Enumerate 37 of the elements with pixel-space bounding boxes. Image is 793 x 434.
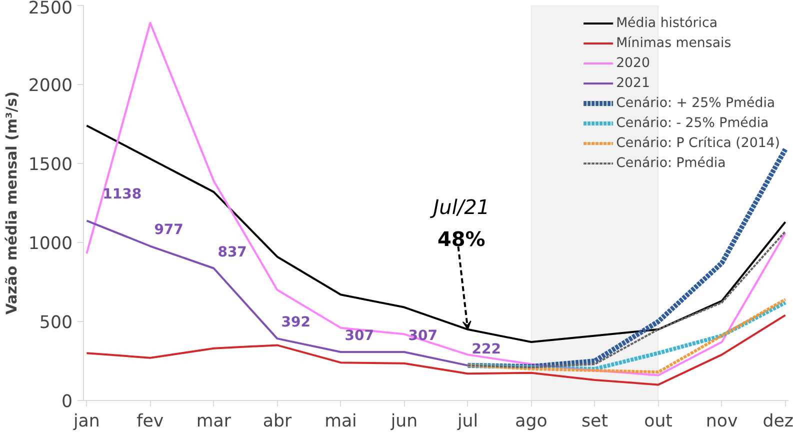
legend-label: Mínimas mensais [616, 36, 732, 50]
x-tick-label: mai [324, 412, 357, 432]
legend-label: Cenário: Pmédia [616, 156, 726, 170]
y-axis-title: Vazão média mensal (m³/s) [3, 91, 20, 315]
data-label: 392 [281, 314, 310, 331]
legend-label: 2021 [616, 76, 650, 90]
x-tick-label: jul [456, 412, 478, 432]
x-tick-label: nov [706, 412, 738, 432]
data-label: 977 [154, 222, 184, 238]
y-tick-label: 1000 [28, 234, 73, 254]
y-tick-label: 0 [61, 392, 73, 412]
x-tick-label: ago [515, 412, 548, 432]
legend-label: Cenário: + 25% Pmédia [616, 96, 776, 110]
y-tick-label: 2000 [28, 76, 73, 96]
legend-label: 2020 [616, 56, 650, 70]
x-tick-label: abr [262, 412, 292, 432]
data-label: 222 [472, 341, 501, 358]
data-label: 837 [218, 244, 247, 260]
x-tick-label: jun [390, 412, 418, 432]
x-tick-label: out [644, 412, 673, 432]
y-tick-label: 2500 [28, 0, 73, 18]
y-tick-label: 1500 [28, 155, 73, 175]
y-tick-label: 500 [39, 313, 73, 333]
x-tick-label: set [582, 412, 608, 432]
legend-label: Cenário: P Crítica (2014) [616, 136, 780, 150]
x-tick-label: fev [136, 412, 164, 432]
annotation: 48% [437, 226, 486, 251]
data-label: 307 [408, 328, 438, 344]
line-series [86, 314, 786, 386]
legend-label: Cenário: - 25% Pmédia [616, 116, 769, 130]
x-tick-label: mar [196, 412, 232, 432]
legend-label: Média histórica [616, 16, 718, 30]
data-label: 1138 [102, 186, 142, 203]
x-tick-label: jan [72, 412, 100, 432]
data-label: 307 [344, 328, 374, 344]
annotation: Jul/21 [429, 194, 490, 219]
x-tick-label: dez [762, 412, 793, 432]
